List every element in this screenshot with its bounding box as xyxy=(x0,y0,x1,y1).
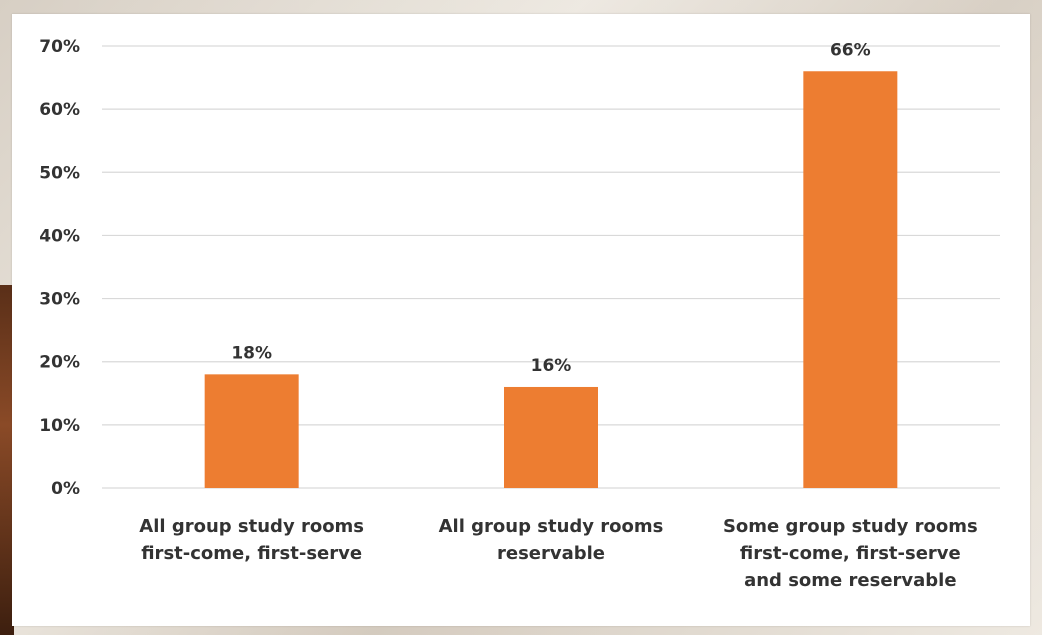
y-tick-label: 70% xyxy=(39,37,80,57)
y-tick-label: 0% xyxy=(51,479,80,499)
bar-chart: 0% 10% 20% 30% 40% 50% 60% 70% 18% 16% 66% All gr… xyxy=(39,37,1000,591)
category-label: and some reservable xyxy=(744,570,956,591)
y-tick-label: 30% xyxy=(39,290,80,310)
y-tick-label: 40% xyxy=(39,226,80,246)
data-label: 66% xyxy=(830,40,871,60)
bar xyxy=(504,386,598,488)
y-tick-label: 10% xyxy=(39,416,80,436)
bar xyxy=(803,71,898,488)
y-tick-label: 20% xyxy=(39,353,80,373)
bar xyxy=(204,374,299,488)
bars xyxy=(204,71,898,488)
category-label: All group study rooms xyxy=(139,516,364,537)
category-label: first-come, first-serve xyxy=(141,543,362,564)
category-label: first-come, first-serve xyxy=(740,543,961,564)
background-strip xyxy=(0,285,14,635)
y-tick-label: 60% xyxy=(39,100,80,120)
y-axis-ticks: 0% 10% 20% 30% 40% 50% 60% 70% xyxy=(39,37,80,499)
data-label: 16% xyxy=(531,356,572,376)
category-labels: All group study rooms first-come, first-s… xyxy=(139,516,977,591)
chart-panel: 0% 10% 20% 30% 40% 50% 60% 70% 18% 16% 66% All gr… xyxy=(12,14,1030,626)
y-tick-label: 50% xyxy=(39,163,80,183)
data-labels: 18% 16% 66% xyxy=(231,40,870,376)
category-label: reservable xyxy=(497,543,605,564)
category-label: Some group study rooms xyxy=(723,516,978,537)
category-label: All group study rooms xyxy=(439,516,664,537)
data-label: 18% xyxy=(231,343,272,363)
